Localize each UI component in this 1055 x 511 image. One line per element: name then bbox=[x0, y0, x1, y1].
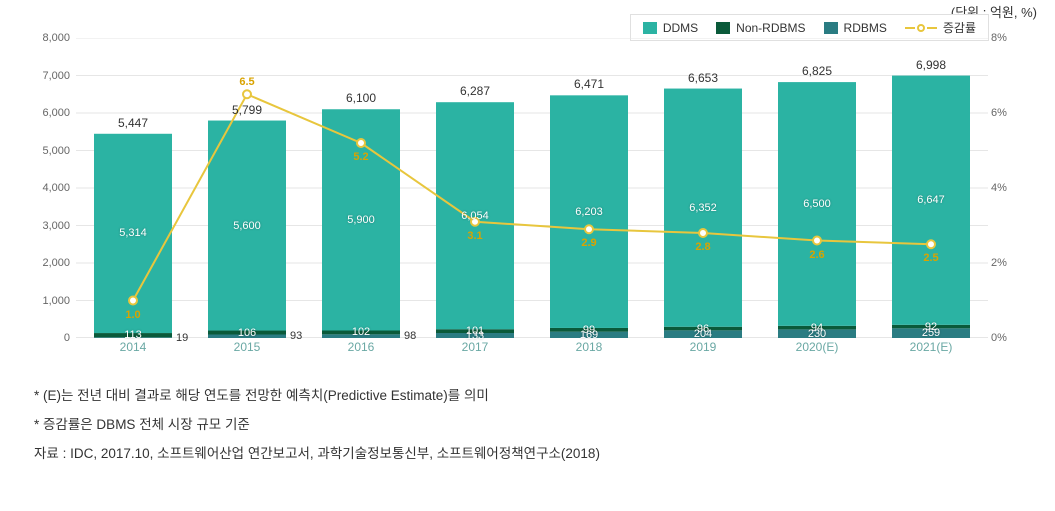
bar-total-label: 5,447 bbox=[118, 116, 148, 130]
legend-swatch-non bbox=[716, 22, 730, 34]
x-axis-label: 2016 bbox=[348, 340, 375, 354]
legend-item-ddms: DDMS bbox=[643, 21, 698, 35]
rate-label: 2.5 bbox=[923, 252, 938, 264]
y-axis-left: 01,0002,0003,0004,0005,0006,0007,0008,00… bbox=[28, 38, 76, 338]
legend-label-rdbms: RDBMS bbox=[844, 21, 887, 35]
y-left-tick: 6,000 bbox=[42, 107, 70, 119]
bar-rdbms-label: 230 bbox=[808, 328, 826, 340]
legend: DDMS Non-RDBMS RDBMS 증감률 bbox=[630, 14, 989, 41]
legend-item-rdbms: RDBMS bbox=[824, 21, 887, 35]
y-right-tick: 6% bbox=[991, 107, 1007, 119]
bar-total-label: 6,471 bbox=[574, 77, 604, 91]
bar-ddms-label: 6,647 bbox=[917, 194, 945, 206]
footnote-1: * (E)는 전년 대비 결과로 해당 연도를 전망한 예측치(Predicti… bbox=[34, 382, 1035, 409]
bar-non-label: 102 bbox=[352, 326, 370, 338]
y-left-tick: 2,000 bbox=[42, 257, 70, 269]
y-left-tick: 7,000 bbox=[42, 70, 70, 82]
bar-total-label: 6,653 bbox=[688, 71, 718, 85]
legend-item-non: Non-RDBMS bbox=[716, 21, 805, 35]
footnotes: * (E)는 전년 대비 결과로 해당 연도를 전망한 예측치(Predicti… bbox=[28, 382, 1035, 467]
bar-total-label: 6,287 bbox=[460, 84, 490, 98]
chart-container: (단위 : 억원, %) DDMS Non-RDBMS RDBMS 증감률 bbox=[0, 0, 1055, 511]
legend-label-ddms: DDMS bbox=[663, 21, 698, 35]
bar-ddms-label: 5,900 bbox=[347, 214, 375, 226]
footnote-3: 자료 : IDC, 2017.10, 소프트웨어산업 연간보고서, 과학기술정보… bbox=[34, 440, 1035, 467]
y-left-tick: 4,000 bbox=[42, 182, 70, 194]
legend-item-rate: 증감률 bbox=[905, 19, 976, 36]
y-left-tick: 0 bbox=[64, 332, 70, 344]
y-right-tick: 0% bbox=[991, 332, 1007, 344]
x-axis-label: 2015 bbox=[234, 340, 261, 354]
plot-area: 5,4475,314113195,7995,600106936,1005,900… bbox=[76, 38, 988, 338]
bar-total-label: 6,100 bbox=[346, 91, 376, 105]
rate-label: 2.9 bbox=[581, 237, 596, 249]
x-axis-label: 2018 bbox=[576, 340, 603, 354]
bar-ddms-label: 6,054 bbox=[461, 210, 489, 222]
bar-rdbms-label: 204 bbox=[694, 328, 712, 340]
x-axis-label: 2017 bbox=[462, 340, 489, 354]
rate-label: 5.2 bbox=[353, 151, 368, 163]
y-right-tick: 8% bbox=[991, 32, 1007, 44]
y-right-tick: 4% bbox=[991, 182, 1007, 194]
bar-non-label: 106 bbox=[238, 327, 256, 339]
plot-overlay: 5,4475,314113195,7995,600106936,1005,900… bbox=[76, 38, 988, 338]
legend-swatch-ddms bbox=[643, 22, 657, 34]
rate-label: 3.1 bbox=[467, 230, 482, 242]
x-axis-label: 2020(E) bbox=[796, 340, 839, 354]
chart-area: DDMS Non-RDBMS RDBMS 증감률 0 1,000 2,000 3,00… bbox=[28, 8, 1033, 368]
bar-total-label: 6,998 bbox=[916, 58, 946, 72]
x-axis-label: 2021(E) bbox=[910, 340, 953, 354]
y-left-tick: 8,000 bbox=[42, 32, 70, 44]
rate-label: 1.0 bbox=[125, 309, 140, 321]
bar-total-label: 5,799 bbox=[232, 103, 262, 117]
y-axis-right: 0%2%4%6%8% bbox=[985, 38, 1033, 338]
x-axis-labels: 2014 2015 2016 2017 2018 2019 2020(E) 2021(E) bbox=[76, 340, 988, 360]
rate-label: 6.5 bbox=[239, 76, 254, 88]
bar-ddms-label: 5,600 bbox=[233, 220, 261, 232]
legend-label-non: Non-RDBMS bbox=[736, 21, 805, 35]
y-right-tick: 2% bbox=[991, 257, 1007, 269]
footnote-2: * 증감률은 DBMS 전체 시장 규모 기준 bbox=[34, 411, 1035, 438]
bar-ddms-label: 6,500 bbox=[803, 198, 831, 210]
bar-ddms-label: 6,203 bbox=[575, 206, 603, 218]
bar-ddms-label: 6,352 bbox=[689, 202, 717, 214]
bar-rdbms-label: 259 bbox=[922, 327, 940, 339]
bar-total-label: 6,825 bbox=[802, 64, 832, 78]
bar-ddms-label: 5,314 bbox=[119, 227, 147, 239]
x-axis-label: 2014 bbox=[120, 340, 147, 354]
y-left-tick: 1,000 bbox=[42, 295, 70, 307]
legend-swatch-rdbms bbox=[824, 22, 838, 34]
y-left-tick: 3,000 bbox=[42, 220, 70, 232]
legend-label-rate: 증감률 bbox=[943, 19, 976, 36]
legend-marker-rate bbox=[905, 24, 937, 32]
x-axis-label: 2019 bbox=[690, 340, 717, 354]
rate-label: 2.6 bbox=[809, 249, 824, 261]
rate-label: 2.8 bbox=[695, 241, 710, 253]
y-left-tick: 5,000 bbox=[42, 145, 70, 157]
